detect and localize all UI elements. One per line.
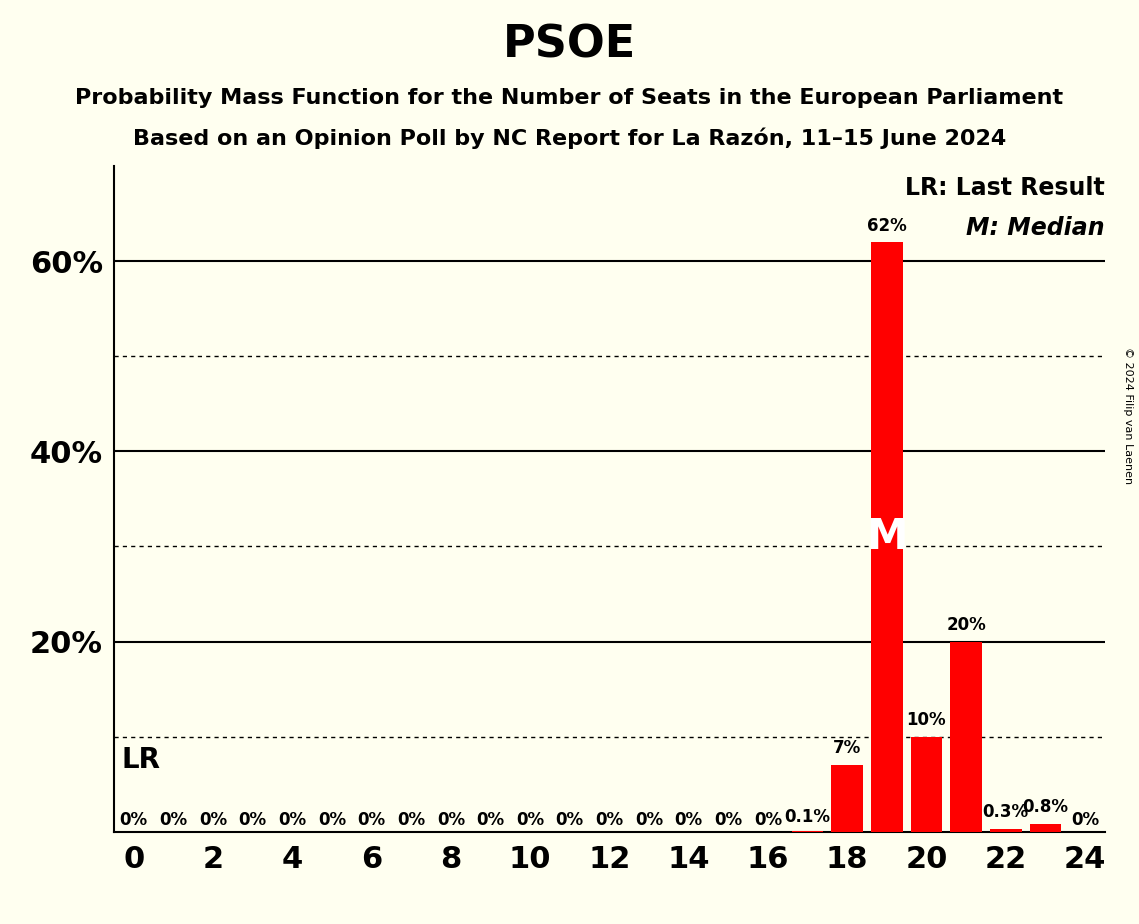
Text: Based on an Opinion Poll by NC Report for La Razón, 11–15 June 2024: Based on an Opinion Poll by NC Report fo… [133,128,1006,149]
Text: 0%: 0% [674,810,703,829]
Text: 0%: 0% [516,810,544,829]
Text: 0.8%: 0.8% [1023,798,1068,817]
Bar [831,765,863,832]
Text: 0.1%: 0.1% [785,808,830,826]
Bar [792,831,823,832]
Bar [990,829,1022,832]
Text: 62%: 62% [867,217,907,235]
Text: © 2024 Filip van Laenen: © 2024 Filip van Laenen [1123,347,1133,484]
Bar [871,242,903,832]
Text: 0.3%: 0.3% [983,803,1029,821]
Text: 7%: 7% [833,739,861,758]
Text: 0%: 0% [120,810,148,829]
Text: Probability Mass Function for the Number of Seats in the European Parliament: Probability Mass Function for the Number… [75,88,1064,108]
Text: 0%: 0% [199,810,227,829]
Text: LR: Last Result: LR: Last Result [906,176,1105,201]
Text: PSOE: PSOE [503,23,636,67]
Text: 0%: 0% [318,810,346,829]
Text: 0%: 0% [278,810,306,829]
Text: 0%: 0% [1071,810,1099,829]
Text: 0%: 0% [238,810,267,829]
Text: 0%: 0% [159,810,188,829]
Bar [1030,824,1062,832]
Text: 0%: 0% [556,810,584,829]
Text: 0%: 0% [634,810,663,829]
Text: 0%: 0% [596,810,623,829]
Bar [950,641,982,832]
Text: 0%: 0% [436,810,465,829]
Text: 0%: 0% [714,810,743,829]
Text: 0%: 0% [476,810,505,829]
Text: 20%: 20% [947,616,986,634]
Text: M: M [866,516,908,558]
Text: M: Median: M: Median [966,216,1105,240]
Text: 0%: 0% [358,810,386,829]
Text: 0%: 0% [398,810,425,829]
Text: 10%: 10% [907,711,947,729]
Bar [910,736,942,832]
Text: LR: LR [122,747,161,774]
Text: 0%: 0% [754,810,782,829]
